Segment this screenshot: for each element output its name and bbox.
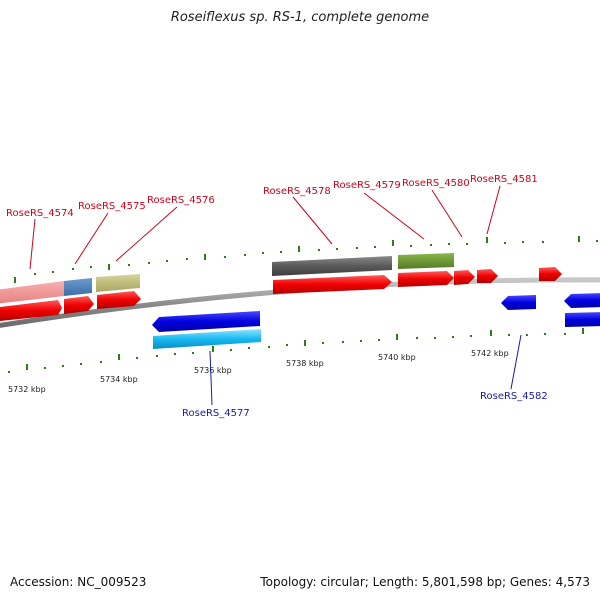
gene-RoseRS_4575[interactable] [64, 296, 94, 314]
gene-label-RoseRS_4580: RoseRS_4580 [402, 178, 470, 189]
gene-RoseRS_4582[interactable] [501, 295, 536, 310]
outer-ruler [14, 236, 598, 283]
gene-label-RoseRS_4578: RoseRS_4578 [263, 186, 331, 197]
gene-label-RoseRS_4579: RoseRS_4579 [333, 180, 401, 191]
ruler-label: 5738 kbp [286, 359, 324, 368]
gene-RoseRS_4578[interactable] [273, 275, 392, 294]
gene-RoseRS_4574[interactable] [0, 300, 62, 321]
gene-RoseRS_4577[interactable] [152, 311, 260, 332]
gene-label-RoseRS_4582: RoseRS_4582 [480, 391, 548, 402]
gene-forward-5743[interactable] [539, 267, 562, 281]
accession-text: Accession: NC_009523 [10, 575, 147, 589]
gene-RoseRS_4576[interactable] [97, 291, 141, 309]
feature-cyan[interactable] [153, 329, 261, 349]
gene-RoseRS_4581[interactable] [477, 269, 498, 283]
gene-label-RoseRS_4577: RoseRS_4577 [182, 408, 250, 419]
gene-label-RoseRS_4575: RoseRS_4575 [78, 201, 146, 212]
ruler-label: 5734 kbp [100, 375, 138, 384]
genome-summary: Topology: circular; Length: 5,801,598 bp… [260, 575, 590, 589]
ruler-label: 5736 kbp [194, 366, 232, 375]
gene-label-RoseRS_4574: RoseRS_4574 [6, 208, 74, 219]
ruler-label: 5742 kbp [471, 349, 509, 358]
feature-blue-lower[interactable] [565, 312, 600, 327]
genome-title: Roseiflexus sp. RS-1, complete genome [170, 10, 430, 25]
inner-ruler [8, 328, 584, 373]
feature-gray[interactable] [272, 256, 392, 276]
gene-label-RoseRS_4576: RoseRS_4576 [147, 195, 215, 206]
feature-olive[interactable] [398, 253, 454, 269]
cog-feature-row [0, 253, 454, 304]
gene-RoseRS_4580[interactable] [454, 270, 475, 285]
feature-khaki[interactable] [96, 274, 140, 292]
feature-pink[interactable] [0, 281, 64, 304]
ruler-label: 5740 kbp [378, 353, 416, 362]
label-leaders [29, 185, 522, 406]
forward-genes [0, 267, 562, 321]
ruler-label: 5732 kbp [8, 385, 46, 394]
gene-label-RoseRS_4581: RoseRS_4581 [470, 174, 538, 185]
feature-steel-blue[interactable] [64, 278, 92, 296]
gene-reverse-5744[interactable] [564, 293, 600, 308]
gene-RoseRS_4579[interactable] [398, 271, 454, 287]
reverse-genes [152, 293, 600, 349]
